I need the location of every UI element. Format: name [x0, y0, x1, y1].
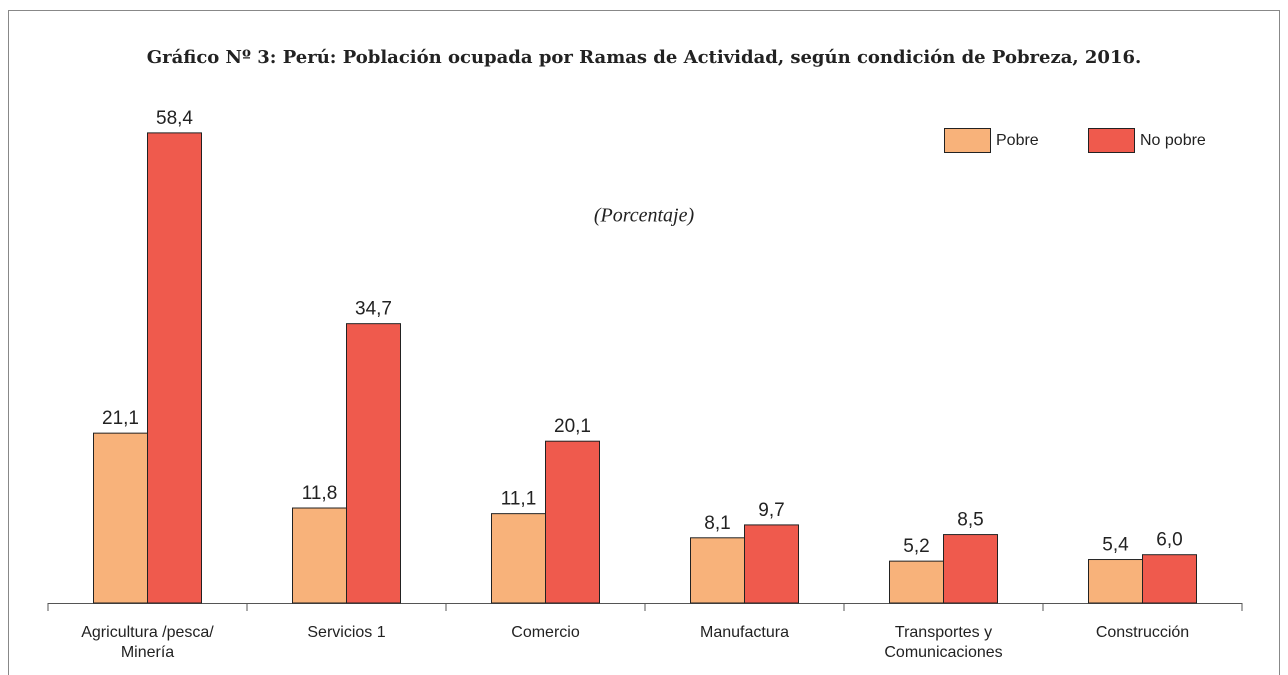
data-label: 11,8	[302, 483, 338, 504]
frame	[8, 10, 1280, 675]
bar	[744, 524, 799, 604]
bar	[943, 534, 998, 604]
data-label: 8,5	[957, 510, 983, 531]
data-label: 20,1	[554, 416, 591, 437]
bar	[1142, 554, 1197, 604]
x-tick-label: Construcción	[1095, 624, 1190, 641]
bar	[147, 132, 202, 604]
bar	[545, 440, 600, 604]
data-label: 11,1	[501, 489, 537, 510]
bar	[491, 513, 546, 604]
bar	[93, 432, 148, 604]
x-tick-label: Transportes y Comunicaciones	[884, 624, 1003, 661]
data-label: 5,4	[1102, 535, 1129, 556]
bar	[889, 560, 944, 604]
x-tick-label: Servicios 1	[307, 624, 386, 641]
legend-swatch	[944, 128, 991, 153]
bar	[292, 507, 347, 604]
legend-swatch	[1088, 128, 1135, 153]
x-tick-label: Manufactura	[700, 624, 789, 641]
data-label: 8,1	[704, 513, 730, 534]
data-label: 58,4	[156, 108, 193, 129]
x-tick-label: Comercio	[511, 624, 580, 641]
data-label: 9,7	[758, 500, 784, 521]
chart-title: Gráfico Nº 3: Perú: Población ocupada po…	[147, 47, 1142, 68]
data-label: 34,7	[355, 299, 392, 320]
data-label: 6,0	[1156, 530, 1182, 551]
data-label: 21,1	[102, 408, 139, 429]
x-tick-label: Agricultura /pesca/ Minería	[81, 624, 214, 661]
data-label: 5,2	[903, 536, 929, 557]
bar	[690, 537, 745, 604]
legend-label: Pobre	[996, 132, 1039, 149]
bar	[1088, 559, 1143, 604]
bar	[346, 323, 401, 604]
legend-label: No pobre	[1140, 132, 1206, 149]
chart-subtitle: (Porcentaje)	[594, 205, 695, 227]
